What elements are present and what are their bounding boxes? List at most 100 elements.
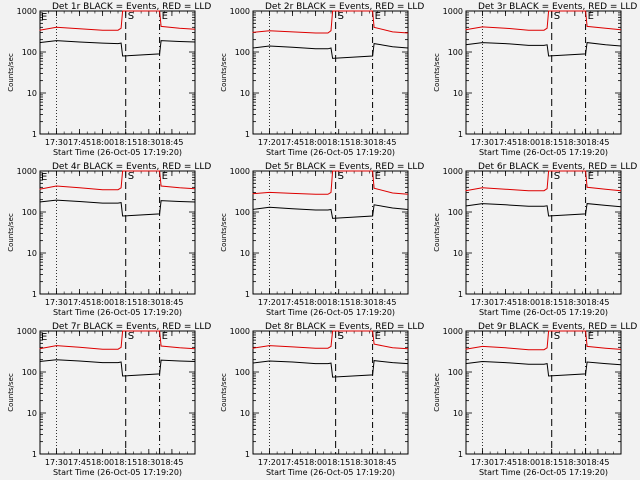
plot-frame xyxy=(39,170,196,295)
chart-title: Det 3r BLACK = Events, RED = LLD xyxy=(478,2,637,12)
marker-e-label: E xyxy=(162,171,168,182)
y-tick-label: 1 xyxy=(245,450,250,459)
y-tick-label: 10 xyxy=(240,249,250,258)
x-tick-label: 18:00 xyxy=(91,458,114,467)
y-tick-label: 1000 xyxy=(443,327,463,336)
lld-series-line xyxy=(39,330,196,350)
detector-panel-9: Det 9r BLACK = Events, RED = LLD 1 10 100 10… xyxy=(433,322,637,477)
x-axis-label: Start Time (26-Oct-05 17:19:20) xyxy=(266,148,395,157)
marker-e-label: E xyxy=(375,11,381,22)
y-tick-label: 10 xyxy=(27,89,37,98)
events-series-line xyxy=(39,40,196,57)
detector-panel-7: Det 7r BLACK = Events, RED = LLD 1 10 100 10… xyxy=(7,322,211,477)
y-tick-label: 1 xyxy=(32,450,37,459)
x-tick-label: 17:45 xyxy=(68,138,91,147)
marker-begin-label: E xyxy=(41,332,47,343)
x-tick-label: 18:30 xyxy=(350,298,373,307)
detector-panel-1: Det 1r BLACK = Events, RED = LLD 1 10 100 10… xyxy=(7,2,211,157)
x-tick-label: 17:30 xyxy=(471,298,494,307)
x-tick-label: 17:30 xyxy=(471,138,494,147)
x-tick-label: 17:45 xyxy=(68,298,91,307)
chart-title: Det 6r BLACK = Events, RED = LLD xyxy=(478,162,637,172)
y-tick-label: 100 xyxy=(235,368,250,377)
y-tick-label: 100 xyxy=(22,208,37,217)
events-series-line xyxy=(465,203,622,217)
chart-title: Det 4r BLACK = Events, RED = LLD xyxy=(52,162,211,172)
x-tick-label: 17:30 xyxy=(471,458,494,467)
detector-panel-6: Det 6r BLACK = Events, RED = LLD 1 10 100 10… xyxy=(433,162,637,317)
x-tick-label: 18:00 xyxy=(517,298,540,307)
y-tick-label: 1 xyxy=(245,130,250,139)
y-tick-label: 1000 xyxy=(230,167,250,176)
events-series-line xyxy=(465,360,622,377)
y-axis-label: Counts/sec xyxy=(220,53,228,92)
x-tick-label: 18:30 xyxy=(137,298,160,307)
marker-e-label: E xyxy=(375,171,381,182)
x-tick-label: 18:15 xyxy=(114,458,137,467)
y-tick-label: 100 xyxy=(448,48,463,57)
marker-s-label: S xyxy=(338,11,344,22)
marker-e-label: E xyxy=(588,11,594,22)
x-tick-label: 18:45 xyxy=(160,298,183,307)
x-axis-label: Start Time (26-Oct-05 17:19:20) xyxy=(53,308,182,317)
y-tick-label: 10 xyxy=(453,409,463,418)
detector-panel-8: Det 8r BLACK = Events, RED = LLD 1 10 100 10… xyxy=(220,322,424,477)
plot-frame xyxy=(252,10,409,135)
y-axis-label: Counts/sec xyxy=(220,213,228,252)
x-tick-label: 18:15 xyxy=(114,138,137,147)
x-axis-label: Start Time (26-Oct-05 17:19:20) xyxy=(266,308,395,317)
x-tick-label: 17:30 xyxy=(45,458,68,467)
x-tick-label: 18:45 xyxy=(586,458,609,467)
x-tick-label: 18:45 xyxy=(373,138,396,147)
y-axis-label: Counts/sec xyxy=(433,213,441,252)
lld-series-line xyxy=(465,10,622,31)
x-tick-label: 18:45 xyxy=(373,458,396,467)
events-series-line xyxy=(252,204,409,219)
chart-title: Det 9r BLACK = Events, RED = LLD xyxy=(478,322,637,332)
x-tick-label: 18:45 xyxy=(373,298,396,307)
x-tick-label: 18:30 xyxy=(563,138,586,147)
x-tick-label: 18:15 xyxy=(540,138,563,147)
marker-e-label: E xyxy=(375,331,381,342)
events-series-line xyxy=(252,43,409,59)
x-axis-label: Start Time (26-Oct-05 17:19:20) xyxy=(479,308,608,317)
y-tick-label: 100 xyxy=(22,368,37,377)
events-series-line xyxy=(39,199,196,217)
marker-e-label: E xyxy=(588,331,594,342)
marker-s-label: S xyxy=(554,11,560,22)
y-tick-label: 10 xyxy=(240,89,250,98)
plot-frame xyxy=(252,170,409,295)
lld-series-line xyxy=(39,170,196,191)
x-tick-label: 17:45 xyxy=(281,458,304,467)
marker-s-label: S xyxy=(128,331,134,342)
x-tick-label: 18:00 xyxy=(304,138,327,147)
x-tick-label: 18:00 xyxy=(91,298,114,307)
y-tick-label: 100 xyxy=(448,208,463,217)
y-tick-label: 100 xyxy=(235,208,250,217)
y-axis-label: Counts/sec xyxy=(433,53,441,92)
y-tick-label: 1 xyxy=(245,290,250,299)
x-tick-label: 18:30 xyxy=(563,458,586,467)
y-tick-label: 1000 xyxy=(443,7,463,16)
marker-e-label: E xyxy=(162,11,168,22)
y-tick-label: 100 xyxy=(448,368,463,377)
x-tick-label: 18:30 xyxy=(350,458,373,467)
x-tick-label: 18:00 xyxy=(304,298,327,307)
lld-series-line xyxy=(465,330,622,351)
x-axis-label: Start Time (26-Oct-05 17:19:20) xyxy=(479,468,608,477)
x-tick-label: 17:45 xyxy=(494,298,517,307)
x-tick-label: 18:15 xyxy=(540,298,563,307)
x-tick-label: 17:30 xyxy=(45,138,68,147)
marker-begin-label: E xyxy=(41,12,47,23)
marker-s-label: S xyxy=(128,11,134,22)
lld-series-line xyxy=(252,330,409,350)
y-axis-label: Counts/sec xyxy=(7,213,15,252)
chart-title: Det 1r BLACK = Events, RED = LLD xyxy=(52,2,211,12)
marker-begin-label: E xyxy=(41,172,47,183)
x-tick-label: 18:15 xyxy=(540,458,563,467)
x-tick-label: 17:20 xyxy=(258,458,281,467)
marker-e-label: E xyxy=(162,331,168,342)
chart-title: Det 5r BLACK = Events, RED = LLD xyxy=(265,162,424,172)
chart-title: Det 7r BLACK = Events, RED = LLD xyxy=(52,322,211,332)
